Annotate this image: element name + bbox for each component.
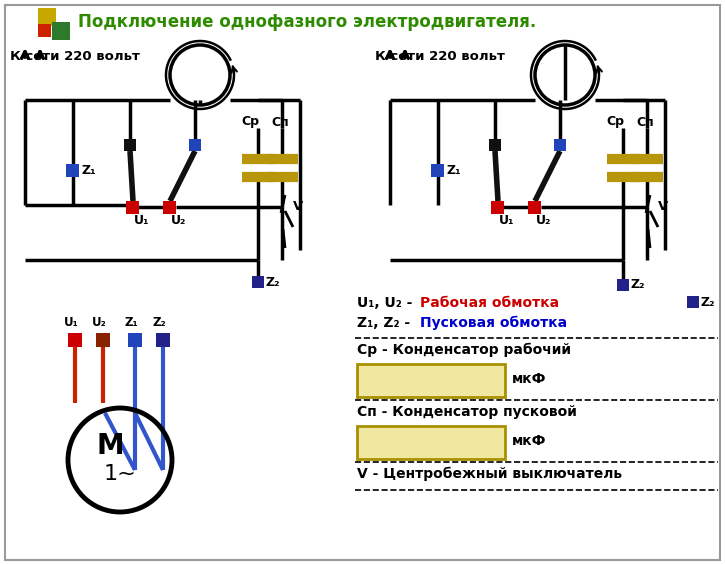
Bar [128,333,142,347]
Text: Z₂: Z₂ [701,295,716,308]
Bar [96,333,110,347]
Text: Z₁: Z₁ [447,163,462,176]
Text: V: V [293,201,303,214]
Text: Рабочая обмотка: Рабочая обмотка [420,296,559,310]
Text: U₂: U₂ [91,315,107,328]
Bar [38,24,51,37]
Text: Cп: Cп [636,115,654,128]
Text: Cр: Cр [241,115,259,128]
Text: К сети 220 вольт: К сети 220 вольт [375,50,505,63]
Text: Z₂: Z₂ [266,276,281,289]
Text: 1~: 1~ [104,464,136,484]
Text: Подключение однофазного электродвигателя.: Подключение однофазного электродвигателя… [78,13,536,31]
Text: К сети 220 вольт: К сети 220 вольт [10,50,140,63]
Text: U₂: U₂ [171,215,186,228]
Text: U₂: U₂ [536,215,552,228]
Bar [492,201,505,214]
Text: Z₂: Z₂ [631,279,645,292]
Bar [252,276,264,288]
Text: Cп - Конденсатор пусковой: Cп - Конденсатор пусковой [357,405,577,419]
Bar [529,201,542,214]
Text: Z₁: Z₁ [82,163,96,176]
Text: Cр - Конденсатор рабочий: Cр - Конденсатор рабочий [357,343,571,357]
Text: Z₁: Z₁ [124,315,138,328]
Bar [554,139,566,151]
Bar [357,426,505,459]
Bar [431,163,444,176]
Bar [489,139,501,151]
Text: Cр: Cр [606,115,624,128]
Bar [357,364,505,397]
Text: мкФ: мкФ [512,434,547,448]
Text: U₁, U₂ -: U₁, U₂ - [357,296,418,310]
Bar [164,201,176,214]
Text: Z₂: Z₂ [152,315,166,328]
Text: Z₁, Z₂ -: Z₁, Z₂ - [357,316,415,330]
Text: M: M [96,432,124,460]
Bar [617,279,629,291]
Bar [156,333,170,347]
Text: Cп: Cп [271,115,289,128]
Text: U₁: U₁ [64,315,78,328]
Bar [38,8,56,26]
Bar [124,139,136,151]
Bar [68,333,82,347]
Text: U₁: U₁ [499,215,515,228]
Text: Пусковая обмотка: Пусковая обмотка [420,316,567,331]
Bar [687,296,699,308]
Text: U₁: U₁ [134,215,149,228]
Text: мкФ: мкФ [512,372,547,386]
Text: V: V [658,201,668,214]
Bar [189,139,201,151]
Bar [67,163,80,176]
Bar [52,22,70,40]
Text: V - Центробежный выключатель: V - Центробежный выключатель [357,467,622,481]
Bar [126,201,139,214]
